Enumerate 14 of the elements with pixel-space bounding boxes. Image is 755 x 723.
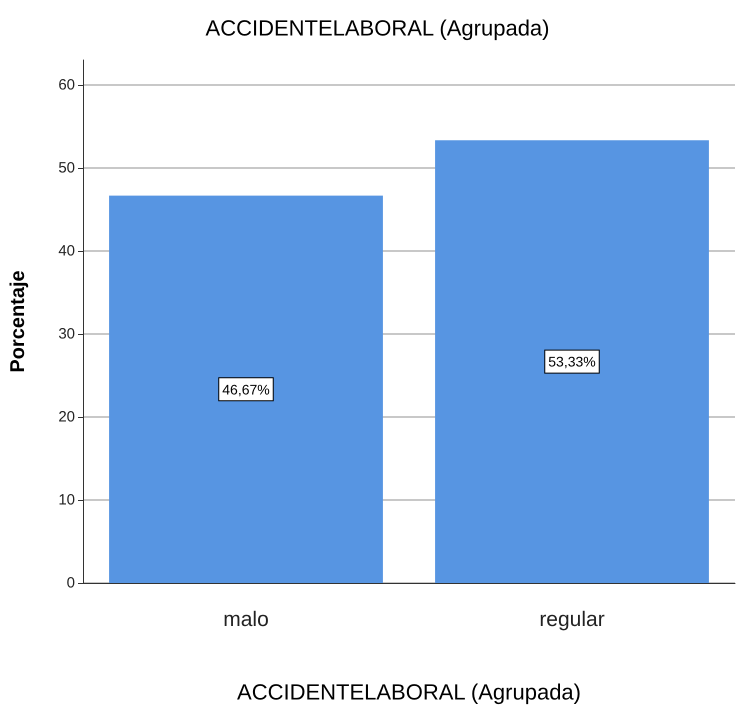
- y-axis-title: Porcentaje: [7, 270, 29, 373]
- data-label: 53,33%: [548, 354, 596, 370]
- y-tick-label: 40: [58, 242, 75, 260]
- y-tick-label: 20: [58, 408, 75, 426]
- x-tick-label: regular: [539, 608, 605, 631]
- y-tick-label: 30: [58, 325, 75, 342]
- y-tick-label: 10: [58, 491, 75, 508]
- y-tick-label: 60: [58, 76, 75, 94]
- y-tick-label: 50: [58, 159, 75, 176]
- chart-title: ACCIDENTELABORAL (Agrupada): [206, 16, 550, 40]
- y-tick-label: 0: [66, 574, 75, 592]
- x-tick-label: malo: [223, 608, 269, 631]
- data-label: 46,67%: [222, 381, 270, 398]
- x-axis-title: ACCIDENTELABORAL (Agrupada): [237, 680, 581, 704]
